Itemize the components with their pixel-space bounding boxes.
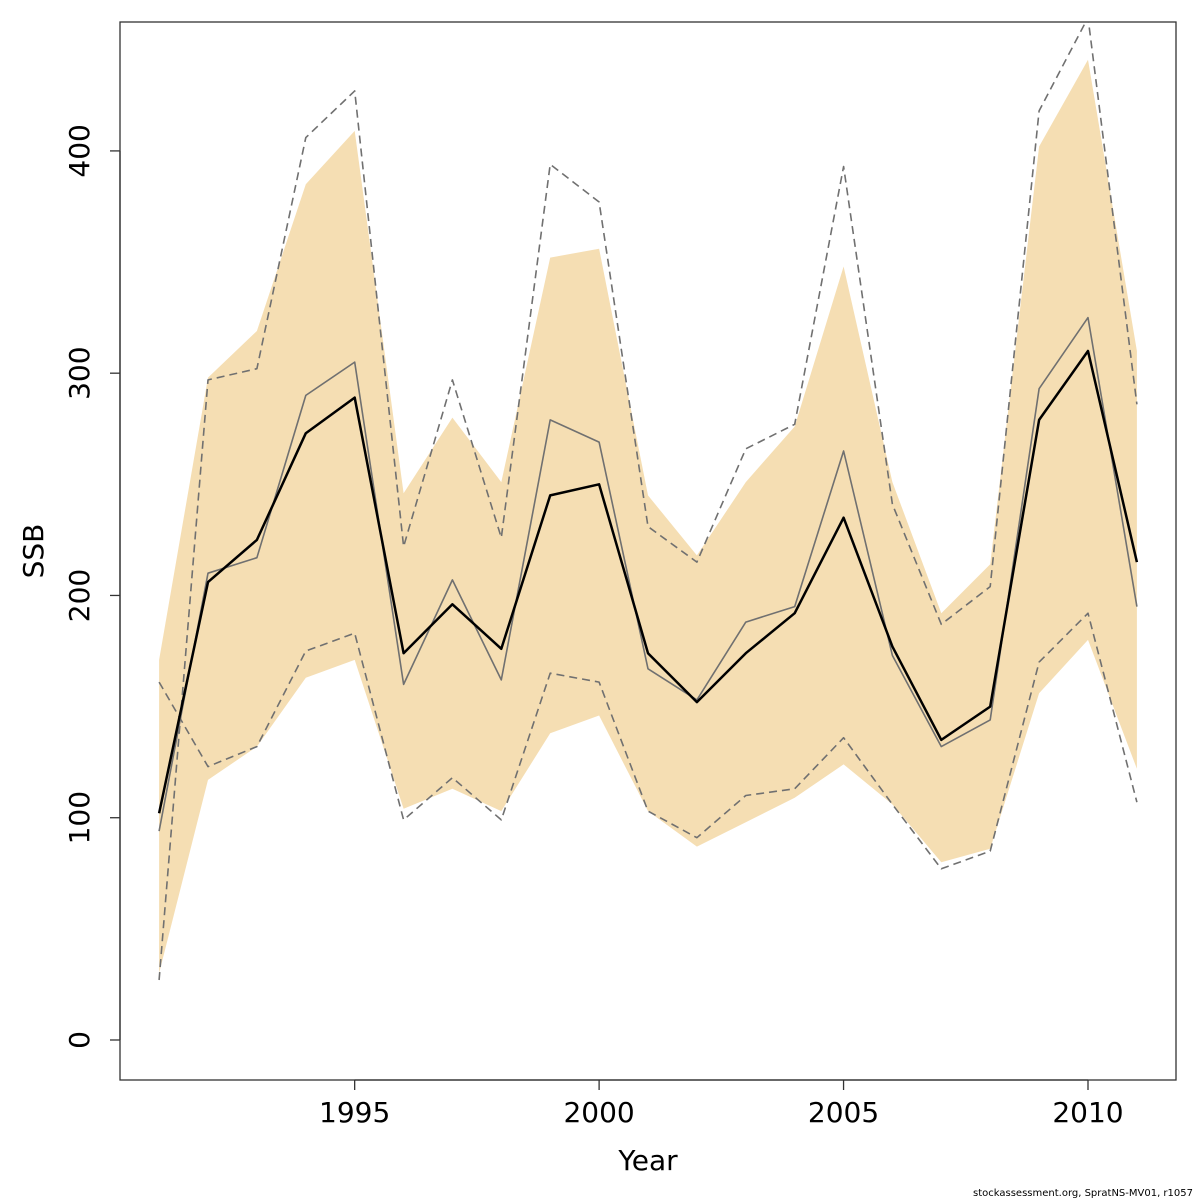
y-tick-label: 300: [63, 346, 96, 399]
x-axis-title: Year: [617, 1144, 678, 1177]
plot-area: [157, 22, 1139, 981]
y-axis-title: SSB: [17, 524, 50, 579]
series-line-3: [158, 22, 1138, 981]
series-line-4: [158, 612, 1138, 870]
footer-credit: stockassessment.org, SpratNS-MV01, r1057: [973, 1188, 1193, 1199]
confidence-band: [159, 59, 1137, 974]
axes: 1995 2000 2005 2010 0 100 200 300 400: [63, 124, 1124, 1129]
y-tick-label: 200: [63, 569, 96, 622]
y-tick-label: 100: [63, 791, 96, 844]
y-tick-label: 400: [63, 124, 96, 177]
x-tick-label: 2010: [1052, 1096, 1123, 1129]
series-line-2: [158, 316, 1138, 832]
x-tick-label: 2000: [563, 1096, 634, 1129]
x-tick-label: 1995: [319, 1096, 390, 1129]
y-tick-label: 0: [63, 1031, 96, 1049]
x-tick-label: 2005: [808, 1096, 879, 1129]
series-line-1: [157, 349, 1139, 814]
